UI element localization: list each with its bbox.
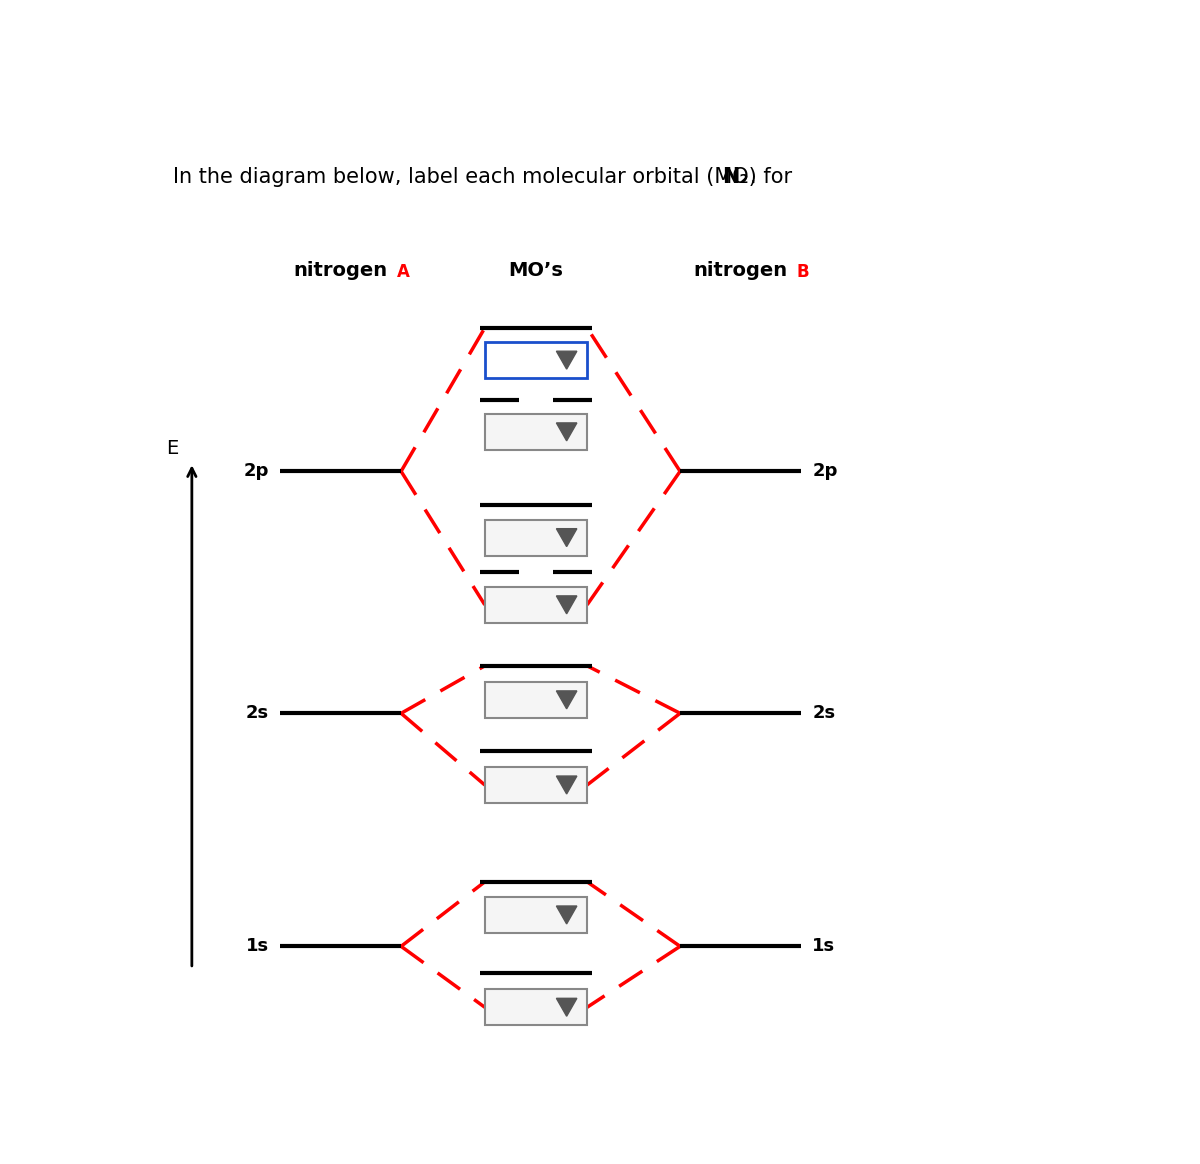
- Polygon shape: [557, 596, 577, 613]
- Bar: [485, 767, 587, 803]
- Text: nitrogen: nitrogen: [294, 261, 388, 279]
- Text: N₂: N₂: [722, 166, 749, 186]
- Polygon shape: [557, 528, 577, 547]
- Polygon shape: [557, 352, 577, 369]
- Text: 2s: 2s: [246, 704, 269, 723]
- Bar: [485, 897, 587, 932]
- Text: 2p: 2p: [812, 462, 838, 481]
- Text: E: E: [166, 439, 178, 457]
- Text: A: A: [396, 263, 409, 282]
- Bar: [485, 682, 587, 718]
- Text: .: .: [750, 166, 756, 186]
- Text: 2p: 2p: [244, 462, 269, 481]
- Polygon shape: [557, 691, 577, 709]
- Bar: [485, 414, 587, 449]
- Text: 1s: 1s: [246, 937, 269, 956]
- Text: B: B: [797, 263, 809, 282]
- Polygon shape: [557, 423, 577, 441]
- Text: 1s: 1s: [812, 937, 835, 956]
- Bar: [485, 519, 587, 555]
- Text: nitrogen: nitrogen: [694, 261, 787, 279]
- Text: MO’s: MO’s: [509, 261, 563, 279]
- Polygon shape: [557, 776, 577, 794]
- Text: In the diagram below, label each molecular orbital (MO) for: In the diagram below, label each molecul…: [173, 166, 799, 186]
- Bar: [485, 342, 587, 378]
- Polygon shape: [557, 999, 577, 1016]
- Bar: [485, 989, 587, 1025]
- Bar: [485, 587, 587, 623]
- Polygon shape: [557, 906, 577, 924]
- Text: 2s: 2s: [812, 704, 835, 723]
